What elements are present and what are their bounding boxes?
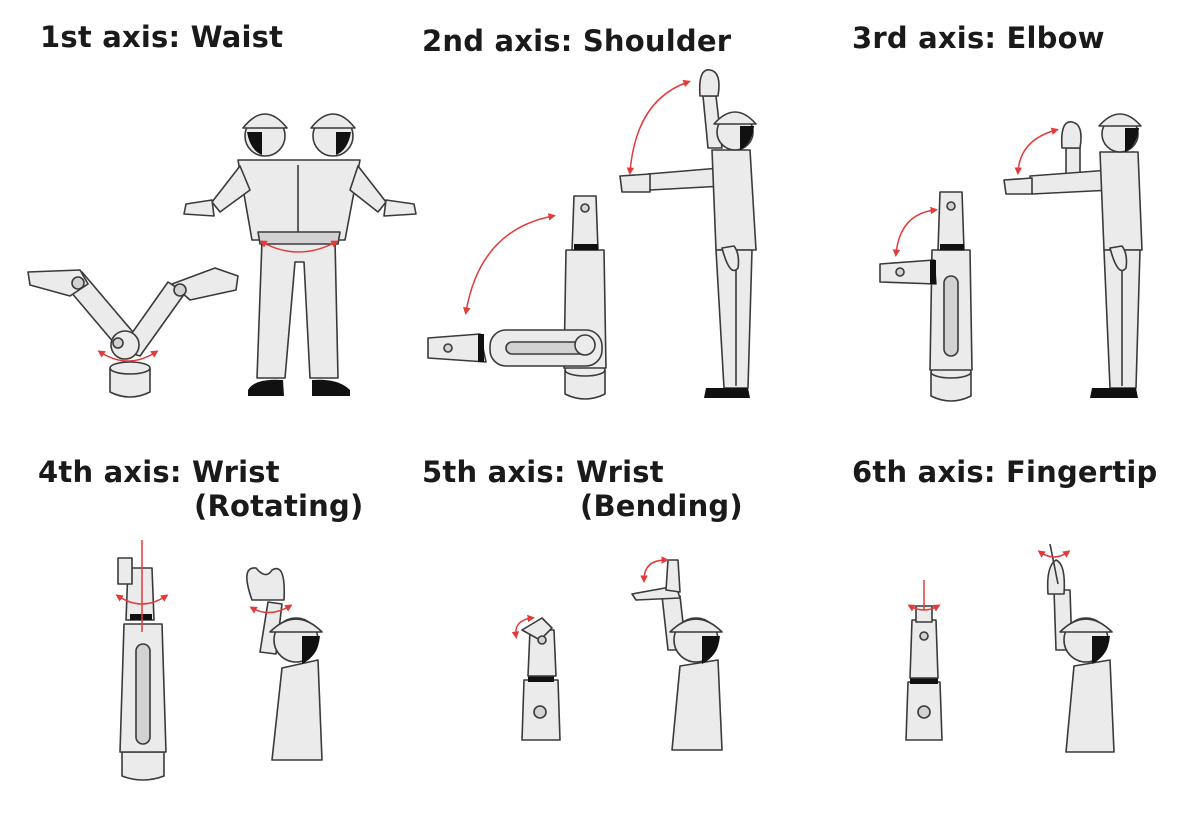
rotation-arrow-icon bbox=[115, 594, 169, 605]
panel-2-shoulder bbox=[427, 69, 757, 400]
rotation-arrow-icon bbox=[907, 604, 941, 612]
rotation-arrow-icon bbox=[626, 79, 691, 175]
caption-5th-axis-wrist-bending: 5th axis: Wrist (Bending) bbox=[422, 455, 743, 523]
worker-figure-icon bbox=[1003, 113, 1143, 398]
caption-6th-axis-fingertip: 6th axis: Fingertip bbox=[852, 455, 1158, 489]
worker-figure-icon bbox=[619, 69, 757, 398]
rotation-arrow-icon bbox=[892, 206, 938, 257]
worker-figure-icon bbox=[1046, 543, 1115, 753]
rotation-arrow-icon bbox=[1014, 127, 1059, 175]
caption-3rd-axis-elbow: 3rd axis: Elbow bbox=[852, 21, 1105, 55]
panel-3-elbow bbox=[879, 113, 1143, 402]
rotation-arrow-icon bbox=[511, 614, 535, 639]
worker-figure-icon bbox=[631, 559, 723, 751]
caption-4th-axis-wrist-rotating: 4th axis: Wrist (Rotating) bbox=[38, 455, 364, 523]
rotation-arrow-icon bbox=[640, 556, 669, 583]
panel-1-waist bbox=[27, 113, 417, 398]
panel-5-wrist-bending bbox=[511, 556, 723, 751]
robot-arm-icon bbox=[879, 191, 973, 402]
robot-arm-icon bbox=[27, 267, 239, 398]
robot-arm-icon bbox=[905, 580, 943, 741]
panel-6-fingertip bbox=[905, 543, 1115, 753]
robot-arm-icon bbox=[521, 617, 561, 741]
caption-2nd-axis-shoulder: 2nd axis: Shoulder bbox=[422, 24, 732, 58]
rotation-arrow-icon bbox=[259, 240, 339, 253]
rotation-arrow-icon bbox=[463, 213, 556, 315]
robot-arm-icon bbox=[427, 195, 607, 400]
caption-1st-axis-waist: 1st axis: Waist bbox=[40, 20, 284, 54]
panel-4-wrist-rotating bbox=[115, 540, 323, 781]
rotation-arrow-icon bbox=[97, 350, 159, 362]
worker-figure-icon bbox=[183, 113, 417, 396]
robot-arm-icon bbox=[117, 540, 167, 781]
rotation-arrow-icon bbox=[1037, 550, 1071, 558]
rotation-arrow-icon bbox=[249, 604, 293, 614]
worker-figure-icon bbox=[246, 567, 323, 761]
